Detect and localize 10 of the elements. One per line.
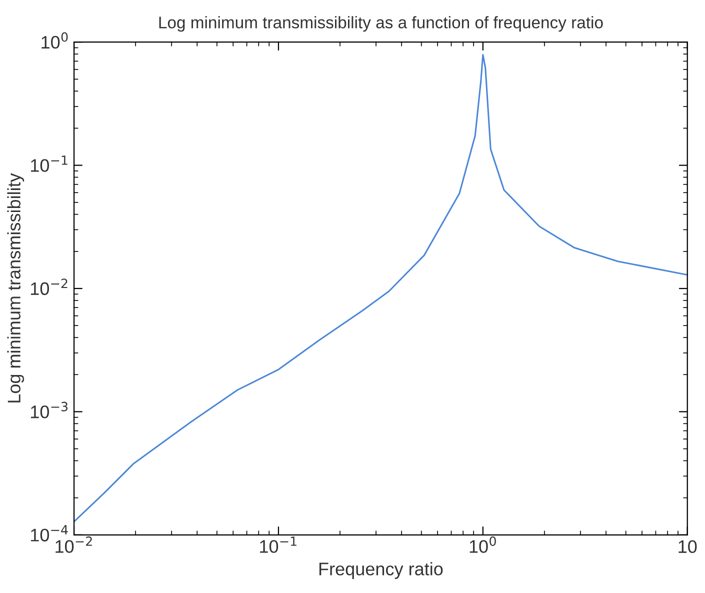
y-tick-label: 10$^{0}$ (42, 32, 68, 49)
x-tick-label: 10$^{0}$ (470, 536, 496, 553)
x-tick-label: 10 (678, 540, 697, 554)
y-tick-label: 10$^{−1}$ (31, 156, 68, 172)
y-axis-title: Log minimum transmissibility (7, 173, 24, 402)
x-tick-label: 10$^{−1}$ (260, 536, 296, 553)
chart-title: Log minimum transmissibility as a function of frequency ratio (159, 16, 603, 32)
y-tick-label: 10$^{−2}$ (31, 278, 68, 296)
x-axis-title: Frequency ratio (319, 562, 443, 579)
y-tick-label: 10$^{−3}$ (31, 402, 68, 418)
